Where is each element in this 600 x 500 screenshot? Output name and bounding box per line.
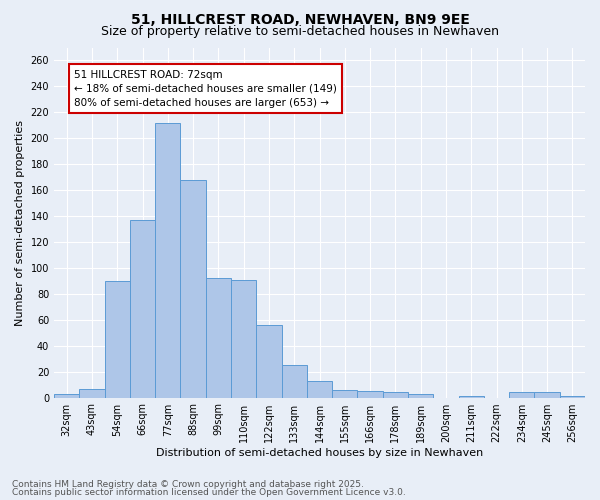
Text: 51 HILLCREST ROAD: 72sqm
← 18% of semi-detached houses are smaller (149)
80% of : 51 HILLCREST ROAD: 72sqm ← 18% of semi-d… (74, 70, 337, 108)
X-axis label: Distribution of semi-detached houses by size in Newhaven: Distribution of semi-detached houses by … (156, 448, 483, 458)
Bar (256, 325, 281, 398)
Bar (408, 394, 433, 398)
Bar (155, 122, 181, 398)
Text: 51, HILLCREST ROAD, NEWHAVEN, BN9 9EE: 51, HILLCREST ROAD, NEWHAVEN, BN9 9EE (131, 12, 469, 26)
Bar (281, 365, 307, 398)
Bar (509, 392, 535, 398)
Bar (79, 388, 104, 398)
Text: Contains HM Land Registry data © Crown copyright and database right 2025.: Contains HM Land Registry data © Crown c… (12, 480, 364, 489)
Bar (307, 380, 332, 398)
Bar (560, 396, 585, 398)
Bar (535, 392, 560, 398)
Y-axis label: Number of semi-detached properties: Number of semi-detached properties (15, 120, 25, 326)
Bar (332, 390, 358, 398)
Bar (130, 220, 155, 398)
Text: Size of property relative to semi-detached houses in Newhaven: Size of property relative to semi-detach… (101, 25, 499, 38)
Bar (231, 280, 256, 398)
Bar (206, 278, 231, 398)
Bar (383, 392, 408, 398)
Bar (104, 281, 130, 398)
Bar (54, 394, 79, 398)
Bar (181, 180, 206, 398)
Bar (458, 396, 484, 398)
Text: Contains public sector information licensed under the Open Government Licence v3: Contains public sector information licen… (12, 488, 406, 497)
Bar (358, 391, 383, 398)
